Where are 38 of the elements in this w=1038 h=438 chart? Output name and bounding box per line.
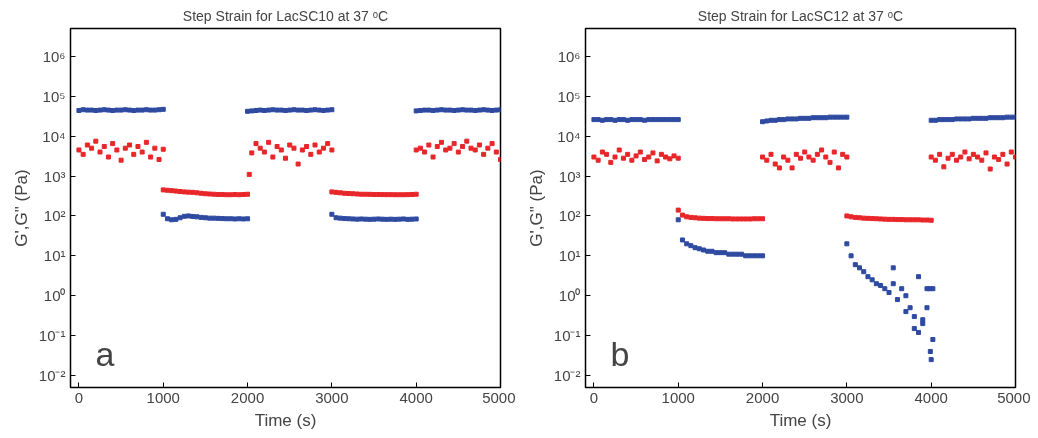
y-tick-label: 10⁻¹ — [38, 327, 66, 345]
x-tick-label: 5000 — [997, 388, 1031, 406]
y-tick-label: 10⁻² — [38, 366, 66, 384]
chart-title: Step Strain for LacSC12 at 37 ᵒC — [697, 7, 904, 24]
x-axis-title: Time (s) — [254, 410, 317, 430]
x-tick-label: 5000 — [482, 388, 516, 406]
y-tick-label: 10⁻¹ — [553, 327, 581, 345]
y-tick-label: 10⁶ — [42, 47, 66, 65]
chart-title: Step Strain for LacSC10 at 37 ᵒC — [182, 7, 389, 24]
y-tick-label: 10⁴ — [557, 127, 581, 145]
x-tick-label: 0 — [74, 388, 84, 406]
y-tick-label: 10⁶ — [557, 47, 581, 65]
x-tick-label: 2000 — [230, 388, 265, 406]
y-tick-label: 10² — [558, 207, 581, 225]
x-axis-title: Time (s) — [769, 410, 832, 430]
x-tick-label: 3000 — [830, 388, 864, 406]
y-tick-label: 10¹ — [558, 247, 581, 265]
x-tick-label: 1000 — [146, 388, 180, 406]
y-tick-label: 10⁵ — [42, 87, 66, 105]
annotation: b — [610, 334, 630, 373]
y-axis-title: G',G" (Pa) — [11, 169, 31, 247]
x-tick-label: 2000 — [745, 388, 780, 406]
x-tick-label: 0 — [589, 388, 599, 406]
x-tick-label: 4000 — [914, 388, 948, 406]
y-tick-label: 10⁻² — [553, 366, 581, 384]
y-tick-label: 10³ — [558, 167, 581, 185]
y-tick-label: 10⁵ — [557, 87, 581, 105]
x-tick-label: 4000 — [399, 388, 433, 406]
y-tick-label: 10³ — [43, 167, 66, 185]
y-tick-label: 10² — [43, 207, 66, 225]
y-tick-label: 10⁰ — [43, 287, 66, 305]
y-axis-title: G',G" (Pa) — [526, 169, 546, 247]
x-tick-label: 1000 — [661, 388, 695, 406]
y-tick-label: 10⁴ — [42, 127, 66, 145]
y-tick-label: 10⁰ — [558, 287, 581, 305]
y-tick-label: 10¹ — [43, 247, 66, 265]
x-tick-label: 3000 — [315, 388, 349, 406]
annotation: a — [95, 334, 115, 373]
